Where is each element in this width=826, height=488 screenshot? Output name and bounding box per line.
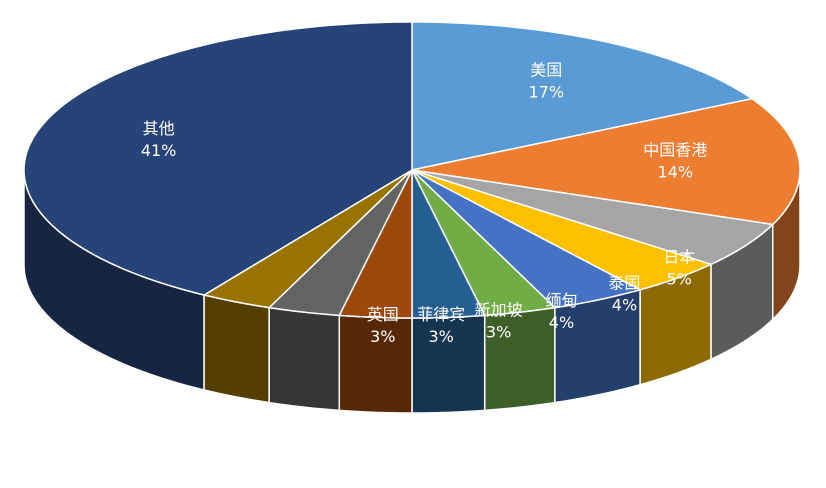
slice-percent-5: 3% <box>486 323 511 342</box>
slice-label-2: 日本 5% <box>663 247 695 288</box>
slice-percent-6: 3% <box>429 327 454 346</box>
slice-label-1: 中国香港 14% <box>643 141 707 182</box>
slice-label-0: 美国 17% <box>529 60 565 101</box>
pie-labels: 美国 17% 中国香港 14% 日本 5% 泰国 4% 缅甸 4% 新加坡 3% 菲律宾 3% 英国 3% 其他… <box>141 60 707 346</box>
slice-percent-3: 4% <box>612 295 637 314</box>
slice-percent-7: 3% <box>370 327 395 346</box>
slice-6 <box>411 169 486 319</box>
slice-label-4: 缅甸 4% <box>545 291 577 332</box>
slice-label-5: 新加坡 3% <box>475 301 523 342</box>
slice-category-0: 美国 <box>530 60 562 79</box>
slice-side-8 <box>268 306 341 412</box>
slice-side-9 <box>203 294 270 404</box>
pie-sides <box>23 169 801 414</box>
slice-8 <box>268 169 413 317</box>
slice-2 <box>411 169 774 266</box>
slice-label-7: 英国 3% <box>367 305 399 346</box>
slice-category-1: 中国香港 <box>643 141 707 160</box>
slice-percent-10: 41% <box>141 141 177 160</box>
slice-category-4: 缅甸 <box>545 291 577 310</box>
slice-percent-4: 4% <box>549 313 574 332</box>
slice-5 <box>411 169 556 317</box>
slice-percent-1: 14% <box>658 163 694 182</box>
slice-4 <box>411 169 641 309</box>
slice-percent-2: 5% <box>667 269 692 288</box>
slice-label-10: 其他 41% <box>141 119 177 160</box>
slice-label-6: 菲律宾 3% <box>417 305 465 346</box>
slice-9 <box>203 169 413 309</box>
pie-tops <box>23 21 801 319</box>
slice-category-3: 泰国 <box>608 273 640 292</box>
slice-10 <box>23 21 413 296</box>
slice-3 <box>411 169 712 291</box>
slice-category-6: 菲律宾 <box>417 305 465 324</box>
slice-1 <box>411 97 801 226</box>
slice-category-7: 英国 <box>367 305 399 324</box>
slice-category-10: 其他 <box>143 119 175 138</box>
slice-percent-0: 17% <box>529 82 565 101</box>
slice-category-2: 日本 <box>663 247 695 266</box>
slice-category-5: 新加坡 <box>475 301 523 320</box>
slice-0 <box>411 21 753 171</box>
slice-label-3: 泰国 4% <box>608 273 640 314</box>
